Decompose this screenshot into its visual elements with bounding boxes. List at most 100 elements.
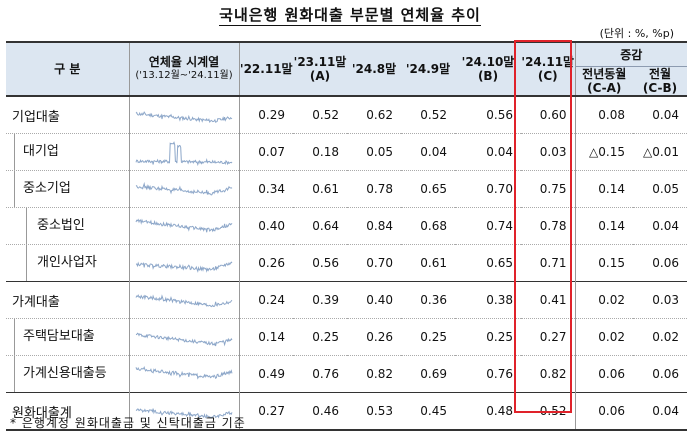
cell-value: 0.65	[455, 244, 521, 282]
cell-value: 0.25	[293, 318, 347, 356]
header-col-2408: '24.8말	[347, 41, 401, 97]
cell-value: △0.01	[633, 133, 687, 171]
cell-value: 0.04	[633, 392, 687, 431]
sparkline-cell	[128, 281, 240, 319]
cell-value: 0.34	[238, 170, 293, 208]
cell-value: 0.29	[238, 96, 293, 134]
row-label: 개인사업자	[6, 244, 129, 282]
cell-value: 0.70	[455, 170, 521, 208]
cell-value: 0.18	[293, 133, 347, 171]
sparkline-series	[135, 261, 233, 273]
cell-value: 0.24	[238, 281, 293, 319]
sparkline-cell	[128, 96, 240, 134]
sparkline-chart	[135, 408, 233, 419]
cell-value: 0.56	[293, 244, 347, 282]
sparkline-cell	[128, 355, 240, 393]
header-category: 구 분	[6, 41, 129, 97]
cell-value: 0.25	[455, 318, 521, 356]
sparkline-cell	[128, 392, 240, 431]
cell-value: 0.02	[574, 318, 633, 356]
header-col-2211: '22.11말	[238, 41, 293, 97]
unit-label: (단위 : %, %p)	[599, 27, 674, 40]
cell-value: 0.68	[401, 207, 455, 245]
header-sparkline: 연체율 시계열 ('13.12월~'24.11월)	[128, 41, 239, 97]
cell-value: 0.61	[401, 244, 455, 282]
footnote: * 은행계정 원화대출금 및 신탁대출금 기준	[10, 416, 246, 430]
cell-value: 0.52	[401, 96, 455, 134]
sparkline-chart	[135, 111, 233, 124]
sparkline-cell	[128, 170, 240, 208]
sparkline-chart	[135, 332, 233, 347]
row-label: 중소법인	[6, 207, 129, 245]
row-label: 가계신용대출등	[6, 355, 129, 393]
cell-value: 0.64	[293, 207, 347, 245]
delinquency-table: 구 분 연체율 시계열 ('13.12월~'24.11월) '22.11말 '2…	[6, 41, 687, 431]
header-change: 증감	[574, 41, 687, 67]
row-label: 대기업	[6, 133, 129, 171]
cell-value: 0.39	[293, 281, 347, 319]
cell-value: 0.06	[633, 244, 687, 282]
sparkline-series	[135, 141, 233, 167]
cell-value: 0.76	[455, 355, 521, 393]
header-col-2409: '24.9말	[401, 41, 455, 97]
cell-value: 0.06	[574, 392, 633, 431]
row-label: 주택담보대출	[6, 318, 129, 356]
cell-value: 0.03	[633, 281, 687, 319]
cell-value: 0.82	[347, 355, 401, 393]
table-row: 중소기업 0.34 0.61 0.78 0.65 0.70 0.75 0.14 …	[6, 170, 687, 208]
cell-value: 0.07	[238, 133, 293, 171]
table-row: 개인사업자 0.26 0.56 0.70 0.61 0.65 0.71 0.15…	[6, 244, 687, 282]
cell-value: 0.14	[574, 170, 633, 208]
cell-value: 0.70	[347, 244, 401, 282]
cell-value: 0.02	[633, 318, 687, 356]
cell-value: 0.75	[521, 170, 575, 208]
cell-value: 0.78	[521, 207, 575, 245]
sparkline-series	[135, 332, 233, 347]
sparkline-cell	[128, 318, 240, 356]
cell-value: 0.26	[347, 318, 401, 356]
sparkline-chart	[135, 141, 233, 167]
sparkline-series	[135, 111, 233, 124]
cell-value: 0.61	[293, 170, 347, 208]
cell-value: 0.08	[574, 96, 633, 134]
cell-value: 0.40	[238, 207, 293, 245]
sparkline-chart	[135, 294, 233, 308]
cell-value: 0.82	[521, 355, 575, 393]
cell-value: 0.84	[347, 207, 401, 245]
cell-value: 0.04	[633, 207, 687, 245]
sparkline-series	[135, 294, 233, 308]
table-row: 가계대출 0.24 0.39 0.40 0.36 0.38 0.41 0.02 …	[6, 281, 687, 319]
header-col-2311: '23.11말 (A)	[293, 41, 347, 97]
table-row: 가계신용대출등 0.49 0.76 0.82 0.69 0.76 0.82 0.…	[6, 355, 687, 393]
cell-value: 0.49	[238, 355, 293, 393]
cell-value: 0.14	[238, 318, 293, 356]
table-row: 대기업 0.07 0.18 0.05 0.04 0.04 0.03 △0.15 …	[6, 133, 687, 171]
cell-value: 0.40	[347, 281, 401, 319]
cell-value: 0.03	[521, 133, 575, 171]
cell-value: 0.74	[455, 207, 521, 245]
sparkline-series	[135, 218, 233, 233]
header-yoy: 전년동월 (C-A)	[574, 66, 633, 97]
cell-value: 0.46	[293, 392, 347, 431]
cell-value: 0.14	[574, 207, 633, 245]
cell-value: 0.41	[521, 281, 575, 319]
cell-value: 0.76	[293, 355, 347, 393]
cell-value: 0.60	[521, 96, 575, 134]
cell-value: 0.04	[455, 133, 521, 171]
cell-value: 0.27	[521, 318, 575, 356]
sparkline-chart	[135, 218, 233, 233]
cell-value: 0.45	[401, 392, 455, 431]
cell-value: 0.48	[455, 392, 521, 431]
cell-value: 0.05	[633, 170, 687, 208]
sparkline-chart	[135, 181, 233, 196]
cell-value: 0.52	[293, 96, 347, 134]
cell-value: 0.36	[401, 281, 455, 319]
sparkline-cell	[128, 133, 240, 171]
sparkline-series	[135, 181, 233, 196]
cell-value: 0.04	[633, 96, 687, 134]
row-label: 중소기업	[6, 170, 129, 208]
cell-value: 0.62	[347, 96, 401, 134]
cell-value: 0.05	[347, 133, 401, 171]
table-title: 국내은행 원화대출 부문별 연체율 추이	[219, 6, 481, 26]
cell-value: 0.52	[521, 392, 575, 431]
